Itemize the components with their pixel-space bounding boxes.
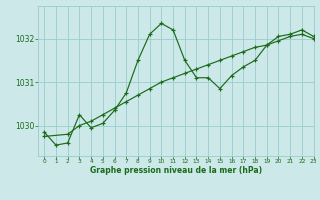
X-axis label: Graphe pression niveau de la mer (hPa): Graphe pression niveau de la mer (hPa) (90, 166, 262, 175)
